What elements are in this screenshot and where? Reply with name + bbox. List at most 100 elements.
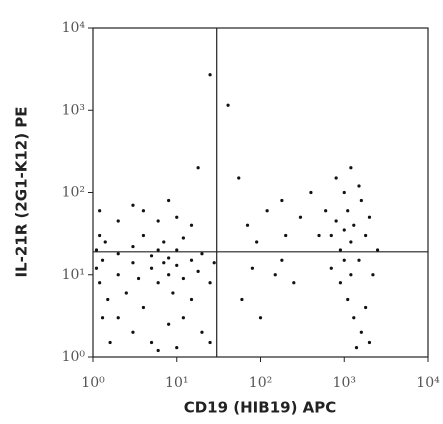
event-dot <box>181 276 185 281</box>
event-dot <box>175 215 179 219</box>
event-dot <box>124 291 128 295</box>
event-dot <box>359 198 363 203</box>
event-dot <box>371 273 375 277</box>
event-dot <box>349 166 353 170</box>
event-dot <box>116 252 120 256</box>
event-dot <box>189 223 194 227</box>
event-dot <box>156 348 160 353</box>
event-dot <box>141 233 146 238</box>
event-dot <box>349 273 353 277</box>
event-dot <box>309 190 313 195</box>
event-dot <box>175 263 179 267</box>
event-dot <box>167 198 171 203</box>
event-dot <box>100 316 105 320</box>
event-dot <box>196 269 200 273</box>
event-dot <box>94 266 99 270</box>
event-dot <box>334 176 338 180</box>
event-dot <box>284 233 288 238</box>
event-dot <box>167 322 171 326</box>
event-dot <box>357 184 361 188</box>
event-dot <box>103 240 107 244</box>
event-dot <box>98 281 102 285</box>
event-dot <box>141 209 146 213</box>
event-dot <box>352 316 356 320</box>
event-dot <box>156 248 160 252</box>
event-dot <box>364 305 368 310</box>
event-dot <box>98 233 102 238</box>
event-dot <box>116 219 120 223</box>
event-dot <box>141 305 146 310</box>
event-dot <box>280 258 284 262</box>
event-dot <box>342 190 346 195</box>
event-dot <box>226 103 230 107</box>
event-dot <box>324 209 328 213</box>
event-dot <box>280 198 284 203</box>
event-dot <box>208 340 212 345</box>
event-dot <box>131 330 135 334</box>
event-dot <box>367 340 372 345</box>
event-dot <box>250 266 254 270</box>
event-dot <box>175 346 179 350</box>
event-dot <box>352 223 356 227</box>
event-dot <box>208 73 212 77</box>
event-dot <box>364 233 368 238</box>
x-tick-label: 10⁰ <box>81 375 105 391</box>
event-dot <box>131 244 135 249</box>
event-dot <box>354 346 359 350</box>
event-dot <box>181 316 185 320</box>
event-dot <box>375 248 380 252</box>
event-dot <box>149 266 154 270</box>
event-dot <box>200 330 204 334</box>
event-dot <box>200 252 204 256</box>
y-tick-label: 10⁰ <box>62 349 86 365</box>
event-dot <box>116 273 120 277</box>
event-dot <box>131 203 135 207</box>
event-dot <box>100 258 105 262</box>
event-dot <box>292 281 296 285</box>
event-dot <box>189 297 194 302</box>
x-tick-label: 10¹ <box>165 375 188 391</box>
event-dot <box>136 276 141 281</box>
event-dot <box>171 291 175 295</box>
event-dot <box>329 266 333 270</box>
x-tick-label: 10² <box>249 375 272 391</box>
event-dot <box>357 258 361 262</box>
event-dot <box>156 219 160 223</box>
x-tick-label: 10³ <box>333 375 356 391</box>
event-dot <box>149 340 154 345</box>
event-dot <box>346 297 350 302</box>
event-dot <box>342 258 346 262</box>
event-dot <box>338 281 343 285</box>
event-dot <box>208 281 212 285</box>
x-axis-label: CD19 (HIB19) APC <box>184 399 337 417</box>
event-dot <box>175 248 179 252</box>
event-dot <box>106 297 110 302</box>
event-dot <box>94 248 99 252</box>
event-dot <box>167 256 171 260</box>
event-dot <box>329 233 333 238</box>
y-axis-label: IL-21R (2G1-K12) PE <box>13 106 31 277</box>
y-tick-label: 10¹ <box>62 267 85 283</box>
event-dot <box>245 223 250 227</box>
event-dot <box>334 219 338 223</box>
event-dot <box>359 330 363 334</box>
event-dot <box>240 297 244 302</box>
event-dot <box>317 233 321 238</box>
event-dot <box>342 228 346 232</box>
event-dot <box>189 258 194 262</box>
event-dot <box>258 316 263 320</box>
event-dot <box>162 261 166 265</box>
event-dot <box>167 273 171 277</box>
event-dot <box>298 215 303 219</box>
event-dot <box>181 236 185 240</box>
x-tick-label: 10⁴ <box>416 375 440 391</box>
event-dot <box>273 273 277 277</box>
event-dot <box>116 316 120 320</box>
event-dot <box>338 248 343 252</box>
event-dot <box>196 166 200 170</box>
event-dot <box>108 340 112 345</box>
event-dot <box>212 261 216 265</box>
event-dot <box>237 176 241 180</box>
event-dot <box>367 215 372 219</box>
